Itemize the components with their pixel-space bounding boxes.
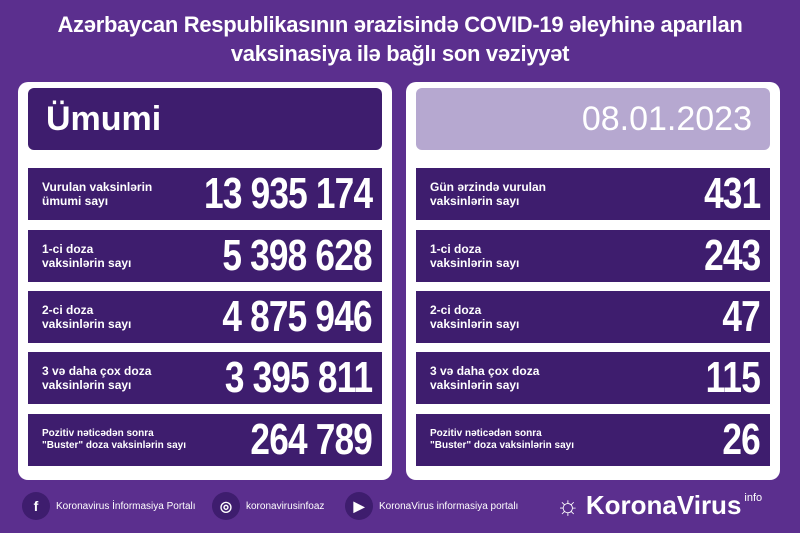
stat-row: 1-ci doza vaksinlərin sayı 5 398 628: [28, 230, 382, 282]
date-label: 08.01.2023: [581, 100, 752, 138]
stat-label: Pozitiv nəticədən sonra "Buster" doza va…: [430, 428, 574, 451]
stat-value: 26: [722, 415, 760, 464]
daily-panel: 08.01.2023 Gün ərzində vurulan vaksinlər…: [406, 82, 780, 480]
stat-value: 264 789: [250, 415, 372, 464]
stat-value: 13 935 174: [203, 169, 373, 218]
total-panel: Ümumi Vurulan vaksinlərin ümumi sayı 13 9…: [18, 82, 392, 480]
facebook-icon: f: [22, 492, 50, 520]
total-header-label: Ümumi: [46, 100, 162, 138]
facebook-link[interactable]: f Koronavirus İnformasiya Portalı: [22, 492, 196, 520]
stat-row: 3 və daha çox doza vaksinlərin sayı 115: [416, 352, 770, 404]
total-header: Ümumi: [28, 88, 382, 150]
facebook-label: Koronavirus İnformasiya Portalı: [56, 500, 196, 512]
stat-value: 5 398 628: [222, 231, 373, 280]
stat-row: Gün ərzində vurulan vaksinlərin sayı 431: [416, 168, 770, 220]
stat-value: 3 395 811: [224, 353, 373, 402]
stat-label: 2-ci doza vaksinlərin sayı: [42, 303, 132, 331]
date-header: 08.01.2023: [416, 88, 770, 150]
stat-row: Pozitiv nəticədən sonra "Buster" doza va…: [416, 414, 770, 466]
stat-label: Gün ərzində vurulan vaksinlərin sayı: [430, 180, 547, 208]
stat-value: 4 875 946: [222, 292, 373, 341]
stat-label: 2-ci doza vaksinlərin sayı: [430, 303, 520, 331]
stat-row: Vurulan vaksinlərin ümumi sayı 13 935 174: [28, 168, 382, 220]
stat-row: Pozitiv nəticədən sonra "Buster" doza va…: [28, 414, 382, 466]
stat-row: 2-ci doza vaksinlərin sayı 4 875 946: [28, 291, 382, 343]
youtube-label: KoronaVirus informasiya portalı: [379, 500, 519, 512]
stat-label: Pozitiv nəticədən sonra "Buster" doza va…: [42, 428, 186, 451]
stat-label: Vurulan vaksinlərin ümumi sayı: [42, 180, 153, 208]
logo-name: KoronaVirus: [585, 490, 742, 520]
stat-row: 3 və daha çox doza vaksinlərin sayı 3 395…: [28, 352, 382, 404]
stat-row: 1-ci doza vaksinlərin sayı 243: [416, 230, 770, 282]
stat-value: 431: [703, 169, 761, 218]
stat-label: 3 və daha çox doza vaksinlərin sayı: [430, 364, 540, 392]
instagram-label: koronavirusinfoaz: [246, 500, 325, 512]
stat-value: 47: [722, 292, 760, 341]
stat-row: 2-ci doza vaksinlərin sayı 47: [416, 291, 770, 343]
youtube-icon: ▶: [345, 492, 373, 520]
koronavirus-logo: ☼ KoronaVirus info: [556, 490, 762, 521]
instagram-icon: ◎: [212, 492, 240, 520]
stat-label: 3 və daha çox doza vaksinlərin sayı: [42, 364, 152, 392]
stat-label: 1-ci doza vaksinlərin sayı: [42, 242, 132, 270]
logo-sup: info: [744, 491, 763, 504]
page-title: Azərbaycan Respublikasının ərazisində CO…: [57, 12, 743, 66]
footer: f Koronavirus İnformasiya Portalı ◎ korona…: [0, 490, 800, 526]
virus-sun-icon: ☼: [556, 490, 580, 520]
instagram-link[interactable]: ◎ koronavirusinfoaz: [212, 492, 324, 520]
stat-label: 1-ci doza vaksinlərin sayı: [430, 242, 520, 270]
stat-value: 115: [705, 353, 761, 402]
stat-value: 243: [703, 231, 761, 280]
youtube-link[interactable]: ▶ KoronaVirus informasiya portalı: [345, 492, 518, 520]
